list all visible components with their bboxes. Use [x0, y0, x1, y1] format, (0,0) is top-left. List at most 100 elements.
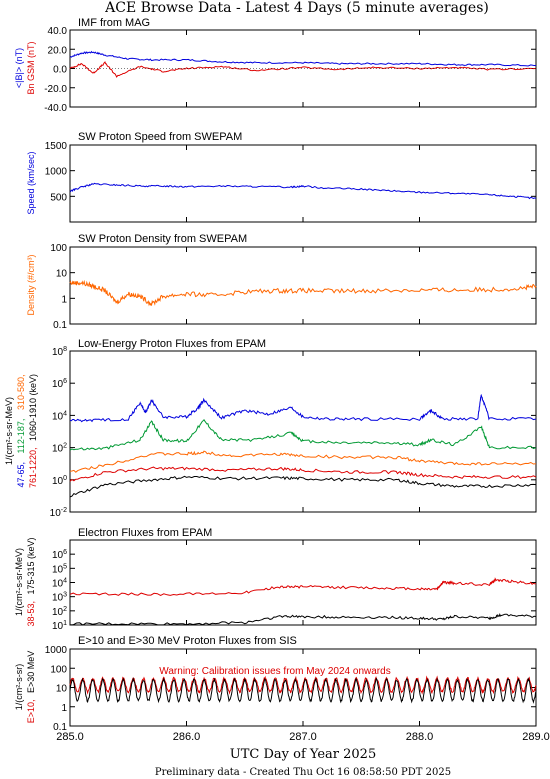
panel-density-ytick-label: 0.1 [53, 320, 67, 331]
panel-speed-plot [69, 182, 537, 200]
panel-sis-title: E>10 and E>30 MeV Proton Fluxes from SIS [78, 635, 297, 647]
panel-density-ylabel: Density (#/cm³) [26, 254, 36, 315]
sis-label-e30: E>30 MeV [26, 651, 36, 693]
panel-protons-ytick-label: 108 [52, 346, 67, 358]
x-tick-label: 285.0 [56, 731, 84, 743]
panel-mag-ytick-label: 20.0 [48, 45, 68, 56]
panel-speed-series-0 [69, 182, 537, 200]
panel-protons-ylabel-row1: 47-65, 112-187, 310-580, [16, 375, 26, 488]
x-tick-label: 287.0 [289, 731, 317, 743]
figure-footer: Preliminary data - Created Thu Oct 16 08… [155, 767, 451, 778]
panel-density-series-0 [69, 279, 537, 307]
panel-protons-ytick-label: 102 [52, 443, 67, 455]
panel-electrons-series-0 [69, 577, 537, 596]
x-axis-label: UTC Day of Year 2025 [230, 747, 376, 762]
panel-speed-yticks: 500 1000 1500 [45, 141, 537, 222]
panel-sis-ytick-label: 1000 [45, 645, 68, 656]
panel-electrons-frame [69, 539, 537, 626]
panel-electrons-ytick-label: 105 [52, 563, 67, 575]
panel-electrons-ytick-label: 103 [52, 592, 67, 604]
panel-mag-title: IMF from MAG [78, 17, 150, 29]
panel-density-plot [69, 279, 537, 307]
proton-label-1060-1910: 1060-1910 (keV) [28, 374, 38, 441]
panel-sis: E>10 and E>30 MeV Proton Fluxes from SIS… [14, 635, 537, 733]
panel-speed-ytick-label: 1000 [45, 167, 68, 178]
panel-electrons-series-1 [69, 612, 537, 626]
panel-density-ytick-label: 100 [50, 243, 67, 254]
panel-density-title: SW Proton Density from SWEPAM [78, 233, 247, 245]
panel-protons: Low-Energy Proton Fluxes from EPAM 10-21… [4, 338, 537, 519]
proton-label-112-187: 112-187, [16, 419, 26, 454]
x-axis-tick-labels: 285.0 286.0 287.0 288.0 289.0 [56, 731, 550, 743]
panel-protons-series-3 [69, 466, 537, 482]
sis-warning-annotation: Warning: Calibration issues from May 202… [159, 666, 390, 677]
panel-mag-ytick-label: 0.0 [53, 65, 67, 76]
proton-label-310-580: 310-580, [16, 375, 26, 411]
panel-electrons-ytick-label: 101 [52, 620, 67, 632]
electron-label-175-315: 175-315 (keV) [26, 537, 36, 594]
panel-mag-series-0 [69, 50, 537, 67]
panel-mag-ytick-label: -40.0 [44, 103, 67, 114]
panel-mag-ytick-label: 40.0 [48, 26, 68, 37]
panel-density-yticks: 0.1 1 10 100 [50, 243, 537, 331]
electron-label-38-53: 38-53, [26, 601, 36, 627]
panel-speed: SW Proton Speed from SWEPAM 50010001500 … [26, 131, 537, 223]
panel-mag-plot [69, 50, 537, 78]
panel-sis-ytick-label: 100 [50, 664, 67, 675]
panel-electrons-ytick-label: 102 [52, 606, 67, 618]
panel-electrons-ylabel-units: 1/(cm²-s-sr-MeV) [14, 548, 24, 616]
sis-label-e10: E>10, [26, 700, 36, 724]
panel-protons-ytick-label: 106 [52, 378, 67, 390]
panel-mag-ylabel-2: Bn GSM (nT) [26, 41, 36, 94]
panel-protons-series-2 [69, 450, 537, 473]
x-tick-label: 286.0 [173, 731, 201, 743]
panel-sis-ytick-label: 0.1 [53, 722, 67, 733]
panel-electrons-title: Electron Fluxes from EPAM [78, 527, 212, 539]
panel-density-frame [69, 246, 537, 325]
panel-sis-yticks: 0.1 1 10 100 1000 [45, 645, 537, 733]
panel-sis-ytick-label: 10 [56, 684, 68, 695]
panel-speed-frame [69, 144, 537, 223]
panel-protons-series-1 [69, 419, 537, 451]
panel-protons-frame [69, 350, 537, 513]
panel-sis-ylabel-units: 1/(cm²-s-sr) [14, 664, 24, 711]
panel-mag-ytick-label: -20.0 [44, 84, 67, 95]
panel-mag-series-1 [69, 61, 537, 78]
panel-protons-ytick-label: 10-2 [50, 507, 67, 519]
panel-protons-series-0 [69, 393, 537, 423]
panel-sis-plot [69, 675, 537, 704]
panel-mag-ylabel-1: <|B|> (nT) [14, 48, 24, 88]
panel-density: SW Proton Density from SWEPAM 0.1110100 … [26, 233, 537, 331]
panel-protons-ytick-label: 100 [52, 475, 67, 487]
panel-speed-title: SW Proton Speed from SWEPAM [78, 131, 242, 143]
x-tick-label: 289.0 [522, 731, 550, 743]
panel-electrons-ytick-label: 104 [52, 578, 67, 590]
panel-electrons-ylabel-row: 38-53, 175-315 (keV) [26, 537, 36, 626]
proton-label-47-65: 47-65, [16, 462, 26, 488]
panel-protons-plot [69, 393, 537, 498]
panel-sis-series-1 [69, 677, 537, 704]
panel-speed-ytick-label: 500 [50, 192, 67, 203]
panel-sis-ylabel-row: E>10, E>30 MeV [26, 651, 36, 724]
x-tick-label: 288.0 [406, 731, 434, 743]
panel-protons-ytick-label: 104 [52, 410, 67, 422]
panel-electrons-ytick-label: 106 [52, 549, 67, 561]
panel-protons-title: Low-Energy Proton Fluxes from EPAM [78, 338, 266, 350]
proton-label-761-1220: 761-1220, [28, 448, 38, 489]
panel-protons-ylabel-units: 1/(cm²-s-sr-MeV) [4, 397, 14, 465]
panel-protons-yticks: 10-2 100 102 104 106 108 [50, 346, 537, 519]
panel-electrons: Electron Fluxes from EPAM 101 102 103 104 10… [14, 527, 537, 632]
panel-sis-ytick-label: 1 [61, 703, 67, 714]
panel-mag-yticks: -40.0 -20.0 0.0 20.0 40.0 [44, 26, 537, 114]
panel-density-ytick-label: 10 [56, 269, 68, 280]
panel-protons-series-4 [69, 475, 537, 498]
panel-speed-ytick-label: 1500 [45, 141, 68, 152]
panel-protons-ylabel-row2: 761-1220, 1060-1910 (keV) [28, 374, 38, 488]
panel-sis-series-0 [69, 675, 537, 695]
panel-mag: IMF from MAG -40.0 -20.0 0.0 20.0 40.0 <|B|>… [14, 17, 537, 114]
panel-speed-ylabel: Speed (km/sec) [26, 151, 36, 214]
panel-electrons-plot [69, 577, 537, 626]
figure-title: ACE Browse Data - Latest 4 Days (5 minut… [104, 0, 489, 16]
panel-density-ytick-label: 1 [61, 294, 67, 305]
